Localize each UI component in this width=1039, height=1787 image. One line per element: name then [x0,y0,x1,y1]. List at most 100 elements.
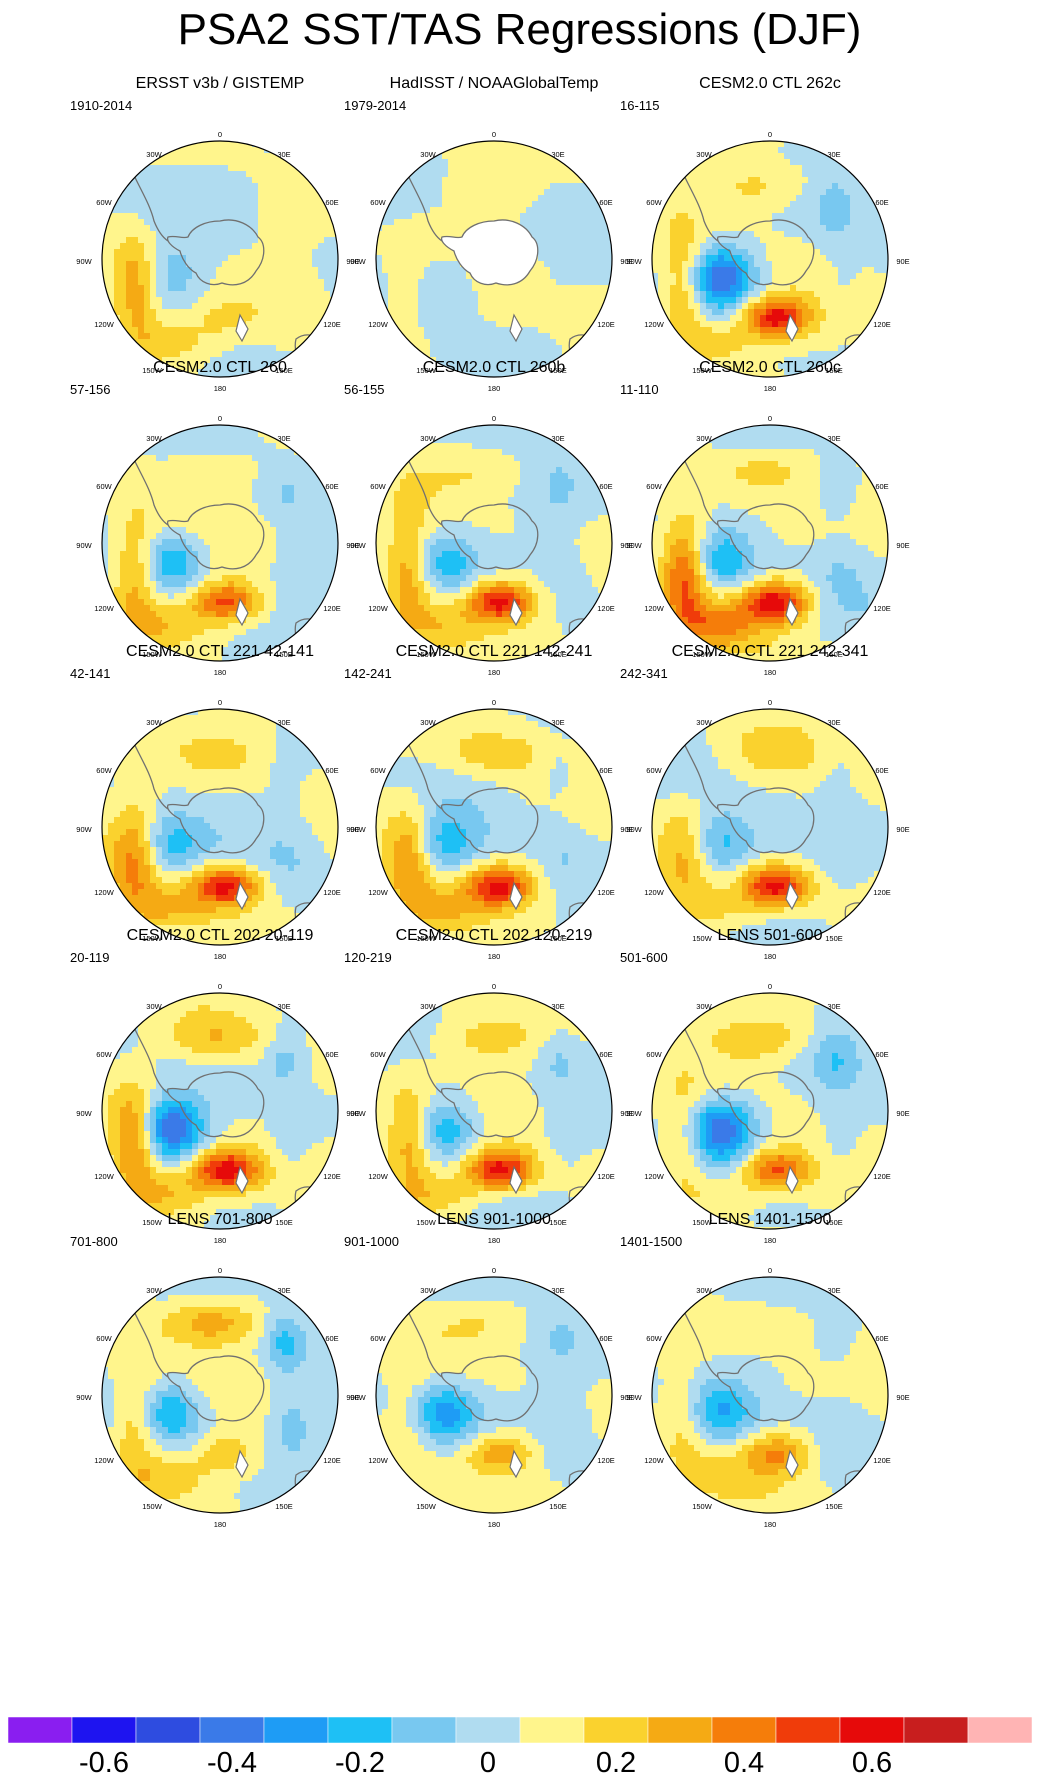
longitude-label: 0 [492,414,496,423]
longitude-label: 60W [646,198,662,207]
longitude-label: 60E [325,766,338,775]
longitude-label: 0 [218,414,222,423]
colorbar-tick-label: -0.4 [207,1747,257,1779]
longitude-label: 120W [94,1456,115,1465]
colorbar-swatch [904,1717,968,1743]
longitude-label: 60W [370,766,386,775]
longitude-label: 60E [325,1050,338,1059]
colorbar-swatch [648,1717,712,1743]
longitude-label: 120E [323,888,341,897]
longitude-label: 90E [896,825,909,834]
longitude-label: 60W [96,1050,112,1059]
panel-title: CESM2.0 CTL 221 42-141 [70,643,370,661]
panel-title: CESM2.0 CTL 260b [344,359,644,377]
figure-title: PSA2 SST/TAS Regressions (DJF) [0,4,1039,56]
longitude-label: 90W [350,541,366,550]
longitude-label: 60E [599,482,612,491]
panel-title: CESM2.0 CTL 221 242-341 [620,643,920,661]
colorbar-swatch [776,1717,840,1743]
colorbar-swatch [392,1717,456,1743]
longitude-label: 60W [646,766,662,775]
longitude-label: 120W [94,604,115,613]
longitude-label: 30W [420,718,436,727]
longitude-label: 120W [644,320,665,329]
colorbar-swatch [8,1717,72,1743]
longitude-label: 120E [597,1172,615,1181]
longitude-label: 60W [370,1050,386,1059]
colorbar-swatch [328,1717,392,1743]
panel-title: CESM2.0 CTL 262c [620,75,920,93]
longitude-label: 30W [696,718,712,727]
longitude-label: 60E [875,482,888,491]
longitude-label: 60W [646,1050,662,1059]
longitude-label: 120E [873,1172,891,1181]
longitude-label: 30E [277,1002,290,1011]
longitude-label: 120W [94,1172,115,1181]
longitude-label: 30W [146,150,162,159]
regression-field [376,709,617,950]
longitude-label: 30W [146,1286,162,1295]
panel-title: HadISST / NOAAGlobalTemp [344,75,644,93]
regression-field [652,1277,893,1518]
longitude-label: 0 [768,698,772,707]
longitude-label: 60E [325,1334,338,1343]
regression-field [652,993,893,1234]
longitude-label: 150E [275,1502,293,1511]
longitude-label: 180 [764,1520,777,1529]
regression-field [652,425,893,666]
panel-title: CESM2.0 CTL 221 142-241 [344,643,644,661]
longitude-label: 30W [696,1286,712,1295]
longitude-label: 30E [551,718,564,727]
regression-field [102,425,343,666]
panel-title: CESM2.0 CTL 260 [70,359,370,377]
colorbar-swatch [520,1717,584,1743]
longitude-label: 60E [875,198,888,207]
panel-title: CESM2.0 CTL 260c [620,359,920,377]
longitude-label: 120E [873,604,891,613]
colorbar-swatch [584,1717,648,1743]
longitude-label: 0 [218,1266,222,1275]
longitude-label: 30W [696,150,712,159]
colorbar-swatch [712,1717,776,1743]
colorbar-swatch [72,1717,136,1743]
panel-title: ERSST v3b / GISTEMP [70,75,370,93]
longitude-label: 30E [551,1286,564,1295]
colorbar-swatch [840,1717,904,1743]
colorbar-swatch [968,1717,1032,1743]
longitude-label: 120E [597,604,615,613]
longitude-label: 30W [696,434,712,443]
longitude-label: 0 [768,1266,772,1275]
longitude-label: 60E [875,1334,888,1343]
longitude-label: 90W [626,541,642,550]
longitude-label: 30E [827,1286,840,1295]
longitude-label: 60W [96,198,112,207]
longitude-label: 150E [549,1502,567,1511]
colorbar [8,1717,1032,1743]
regression-field [102,709,343,950]
colorbar-tick-label: 0.4 [724,1747,764,1779]
longitude-label: 30W [146,434,162,443]
regression-field [102,993,343,1234]
longitude-label: 60E [875,766,888,775]
longitude-label: 180 [488,1520,501,1529]
longitude-label: 30E [551,150,564,159]
panel-title: LENS 901-1000 [344,1211,644,1229]
longitude-label: 30W [420,434,436,443]
regression-field [652,141,893,382]
longitude-label: 90W [626,825,642,834]
longitude-label: 0 [492,982,496,991]
longitude-label: 60E [599,1334,612,1343]
longitude-label: 120W [368,320,389,329]
colorbar-swatch [200,1717,264,1743]
longitude-label: 90E [896,257,909,266]
longitude-label: 90W [76,1393,92,1402]
